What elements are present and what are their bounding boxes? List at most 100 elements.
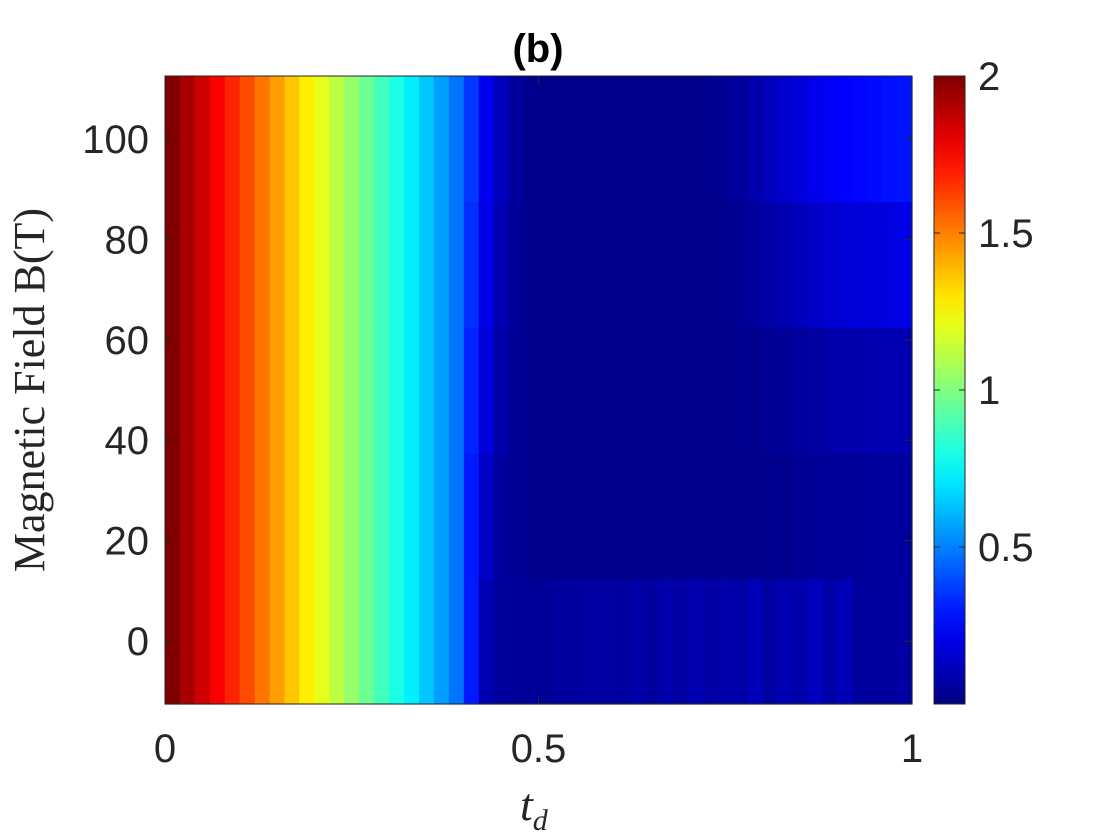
heatmap-cell [404,76,420,203]
heatmap-cell [463,578,480,705]
x-axis-label: td [520,779,549,837]
heatmap-cell [553,327,569,454]
heatmap-cell [165,327,181,454]
heatmap-cell [418,452,435,579]
heatmap-cell [717,201,734,328]
heatmap-cell [254,201,271,328]
heatmap-cell [717,578,734,705]
y-axis-label: Magnetic Field B(T) [5,208,54,572]
heatmap-cell [643,76,659,203]
heatmap-cell [463,76,480,203]
heatmap-cell [568,76,584,203]
heatmap-cell [897,201,913,328]
heatmap-cell [702,452,719,579]
x-tick-labels: 0 0.5 1 [154,727,923,771]
heatmap-cell [598,327,614,454]
heatmap-cell [747,452,764,579]
heatmap-cell [433,452,450,579]
colorbar-tick-label: 1 [978,369,1000,413]
heatmap-cell [732,452,749,579]
heatmap-cell [254,452,271,579]
heatmap-cell [194,327,211,454]
heatmap-cell [314,452,330,579]
heatmap-cell [418,327,435,454]
y-tick-label: 40 [105,419,150,463]
heatmap-cell [523,578,540,705]
heatmap-cell [687,327,704,454]
heatmap-cell [404,201,420,328]
heatmap-cell [583,76,599,203]
heatmap-cell [194,76,211,203]
heatmap-cell [493,327,510,454]
heatmap-cell [643,327,659,454]
heatmap-cell [493,201,510,328]
chart-title: (b) [512,27,563,71]
heatmap-cell [165,201,181,328]
heatmap-cell [344,452,360,579]
heatmap-cell [344,327,360,454]
heatmap-cell [837,578,853,705]
heatmap-cells [165,76,913,705]
heatmap-cell [359,327,375,454]
heatmap-cell [807,76,823,203]
heatmap-cell [897,327,913,454]
heatmap-cell [747,327,764,454]
heatmap-cell [702,327,719,454]
heatmap-cell [658,578,674,705]
heatmap-cell [224,452,241,579]
heatmap-cell [613,327,629,454]
x-tick-label: 0 [154,727,176,771]
heatmap-cell [418,578,435,705]
heatmap-cell [702,76,719,203]
heatmap-cell [807,201,823,328]
heatmap-cell [747,76,764,203]
heatmap-cell [448,201,465,328]
heatmap-cell [209,452,226,579]
heatmap-cell [807,578,823,705]
heatmap-cell [418,76,435,203]
heatmap-cell [583,452,599,579]
heatmap-cell [254,578,271,705]
heatmap-cell [254,327,271,454]
heatmap-cell [374,327,390,454]
y-tick-label: 0 [127,620,149,664]
heatmap-cell [792,578,809,705]
heatmap-cell [762,76,779,203]
heatmap-cell [344,76,360,203]
heatmap-cell [672,452,689,579]
heatmap-cell [762,201,779,328]
heatmap-cell [314,201,330,328]
heatmap-cell [822,201,838,328]
heatmap-cell [672,201,689,328]
heatmap-cell [448,327,465,454]
heatmap-cell [404,452,420,579]
heatmap-cell [179,76,196,203]
heatmap-cell [389,452,405,579]
heatmap-cell [628,327,644,454]
heatmap-cell [867,452,883,579]
heatmap-cell [643,578,659,705]
heatmap-cell [852,327,868,454]
heatmap-cell [374,201,390,328]
heatmap-cell [239,76,256,203]
heatmap-cell [433,578,450,705]
heatmap-cell [344,201,360,328]
heatmap-cell [299,452,315,579]
heatmap-cell [658,452,674,579]
heatmap-cell [762,327,779,454]
heatmap-cell [837,76,853,203]
heatmap-cell [807,452,823,579]
heatmap-cell [747,201,764,328]
heatmap-cell [194,578,211,705]
heatmap-cell [762,452,779,579]
heatmap-cell [284,578,301,705]
heatmap-cell [553,452,569,579]
heatmap-cell [897,452,913,579]
heatmap-cell [822,578,838,705]
heatmap-cell [493,76,510,203]
heatmap-cell [508,578,525,705]
heatmap-cell [867,201,883,328]
heatmap-cell [538,201,555,328]
colorbar-tick-label: 1.5 [978,212,1034,256]
heatmap-cell [508,201,525,328]
